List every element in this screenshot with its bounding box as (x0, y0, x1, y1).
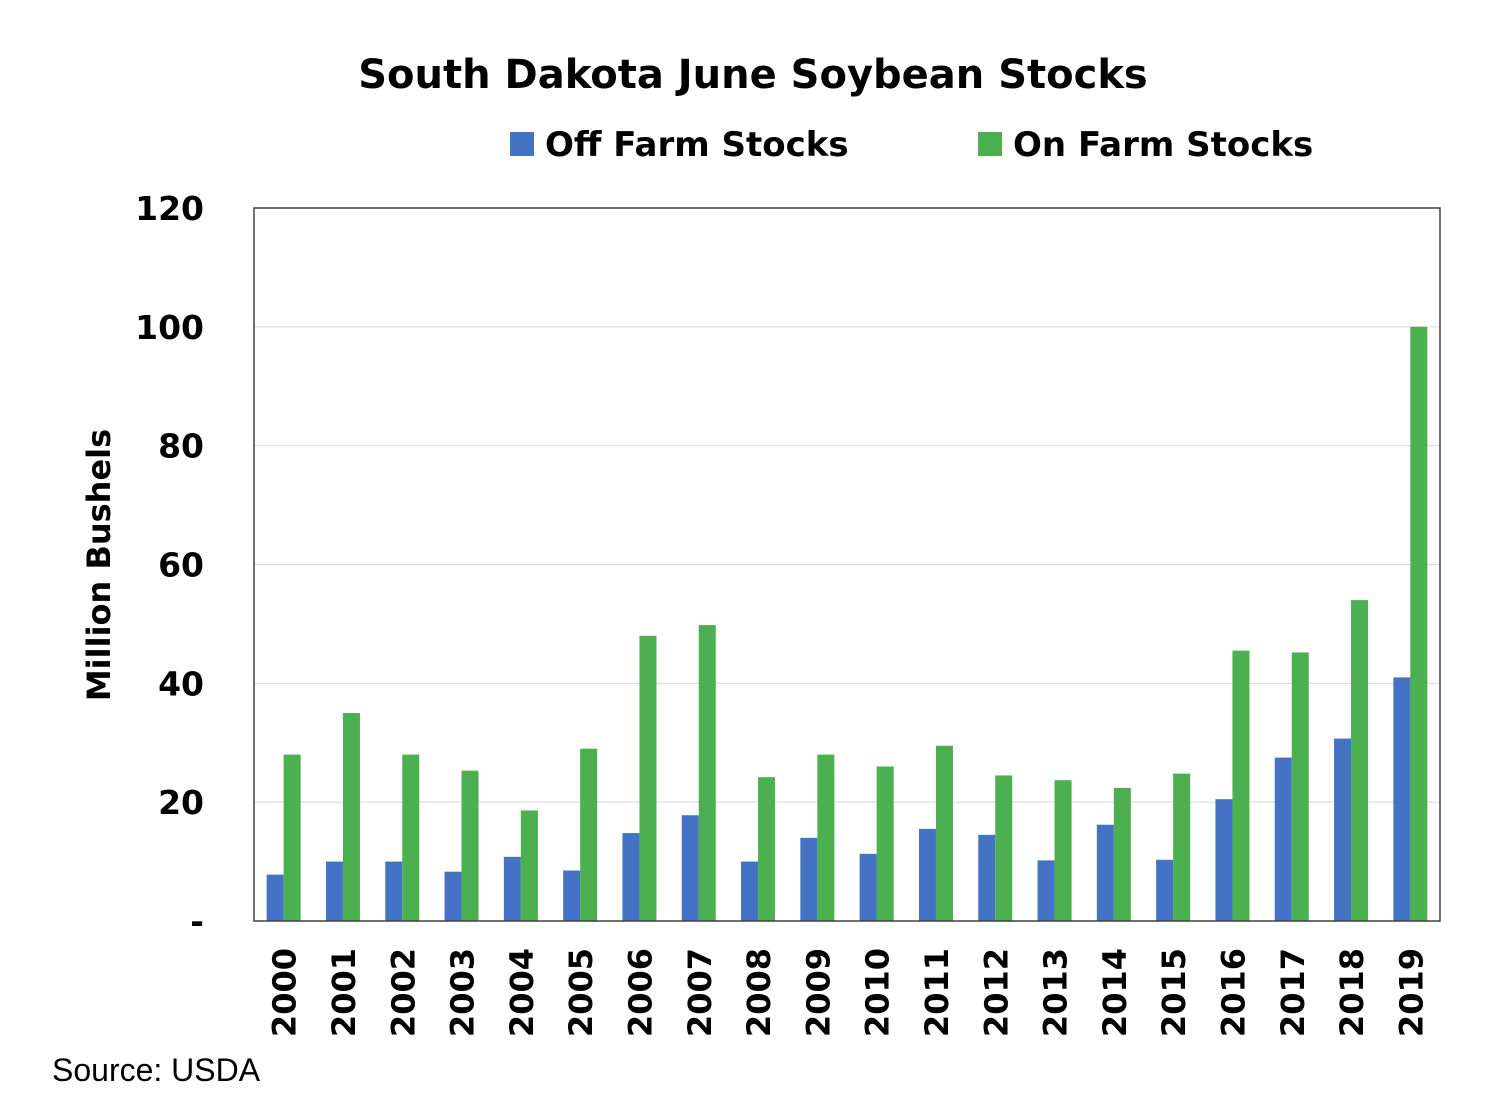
x-tick-label: 2009 (799, 948, 837, 1037)
bar-off-farm-2014 (1096, 824, 1114, 921)
bar-on-farm-2003 (461, 770, 479, 921)
bar-on-farm-2009 (817, 754, 835, 921)
bar-on-farm-2014 (1113, 787, 1131, 921)
bar-on-farm-2001 (342, 713, 360, 921)
y-tick-label: 60 (158, 546, 204, 585)
x-tick-label: 2012 (977, 948, 1015, 1037)
plot-area-border (253, 207, 1441, 922)
bar-on-farm-2013 (1054, 780, 1072, 921)
bar-on-farm-2007 (698, 625, 716, 921)
bar-off-farm-2018 (1334, 738, 1352, 921)
bar-off-farm-2015 (1156, 859, 1174, 921)
chart-title: South Dakota June Soybean Stocks (358, 52, 1147, 98)
bar-off-farm-2016 (1215, 799, 1233, 921)
y-axis-label: Million Bushels (80, 429, 118, 701)
bar-on-farm-2008 (758, 777, 776, 921)
bar-on-farm-2000 (283, 754, 301, 921)
bar-on-farm-2005 (580, 748, 598, 921)
x-tick-label: 2001 (325, 948, 363, 1037)
bar-on-farm-2006 (639, 635, 657, 921)
bar-off-farm-2007 (681, 815, 699, 921)
bar-on-farm-2012 (995, 775, 1013, 921)
bar-on-farm-2016 (1232, 650, 1250, 921)
x-tick-label: 2005 (562, 948, 600, 1037)
bar-off-farm-2008 (741, 861, 759, 921)
x-tick-label: 2008 (740, 948, 778, 1037)
x-tick-label: 2016 (1214, 948, 1252, 1037)
x-tick-label: 2006 (621, 948, 659, 1037)
y-tick-label: - (190, 902, 204, 941)
bar-off-farm-2001 (325, 861, 343, 921)
x-tick-label: 2000 (266, 948, 304, 1037)
bar-on-farm-2015 (1173, 773, 1191, 921)
y-tick-label: 20 (158, 783, 204, 822)
legend-label-on-farm: On Farm Stocks (1013, 125, 1313, 165)
x-tick-label: 2002 (384, 948, 422, 1037)
y-tick-label: 100 (135, 308, 204, 347)
x-tick-label: 2003 (444, 948, 482, 1037)
bar-off-farm-2019 (1393, 677, 1411, 921)
bar-on-farm-2010 (876, 766, 894, 921)
x-tick-label: 2019 (1392, 948, 1430, 1037)
bar-off-farm-2010 (859, 853, 877, 921)
bar-on-farm-2019 (1410, 326, 1428, 921)
y-tick-label: 40 (158, 664, 204, 703)
bar-off-farm-2003 (444, 871, 462, 921)
bar-off-farm-2006 (622, 833, 640, 921)
bar-on-farm-2002 (402, 754, 420, 921)
bar-off-farm-2011 (918, 828, 936, 921)
legend-label-off-farm: Off Farm Stocks (545, 125, 849, 165)
y-axis-ticks: - 20 40 60 80 100 120 (135, 189, 204, 941)
x-tick-label: 2004 (503, 948, 541, 1037)
bar-off-farm-2017 (1274, 757, 1292, 921)
legend-swatch-off-farm (510, 132, 534, 156)
x-tick-label: 2011 (918, 948, 956, 1037)
bar-off-farm-2004 (503, 856, 521, 921)
legend: Off Farm Stocks On Farm Stocks (510, 125, 1313, 165)
bar-off-farm-2000 (266, 874, 284, 921)
bar-off-farm-2012 (978, 834, 996, 921)
x-axis-ticks: 2000 2001 2002 2003 2004 2005 2006 2007 2008 2009… (266, 948, 1431, 1037)
bar-on-farm-2011 (935, 745, 953, 921)
bar-off-farm-2009 (800, 837, 818, 921)
bar-on-farm-2017 (1291, 652, 1309, 921)
gridlines (254, 326, 1440, 803)
bar-off-farm-2002 (385, 861, 403, 921)
bars (266, 326, 1428, 921)
x-tick-label: 2018 (1333, 948, 1371, 1037)
bar-on-farm-2018 (1351, 600, 1369, 921)
x-tick-label: 2013 (1037, 948, 1075, 1037)
legend-swatch-on-farm (978, 132, 1002, 156)
x-tick-label: 2017 (1274, 948, 1312, 1037)
x-tick-label: 2015 (1155, 948, 1193, 1037)
x-tick-label: 2014 (1096, 948, 1134, 1037)
bar-off-farm-2005 (563, 870, 581, 921)
bar-on-farm-2004 (520, 810, 538, 921)
y-tick-label: 120 (135, 189, 204, 228)
bar-off-farm-2013 (1037, 860, 1055, 921)
x-tick-label: 2010 (859, 948, 897, 1037)
source-note: Source: USDA (52, 1052, 261, 1088)
y-tick-label: 80 (158, 427, 204, 466)
x-tick-label: 2007 (681, 948, 719, 1037)
